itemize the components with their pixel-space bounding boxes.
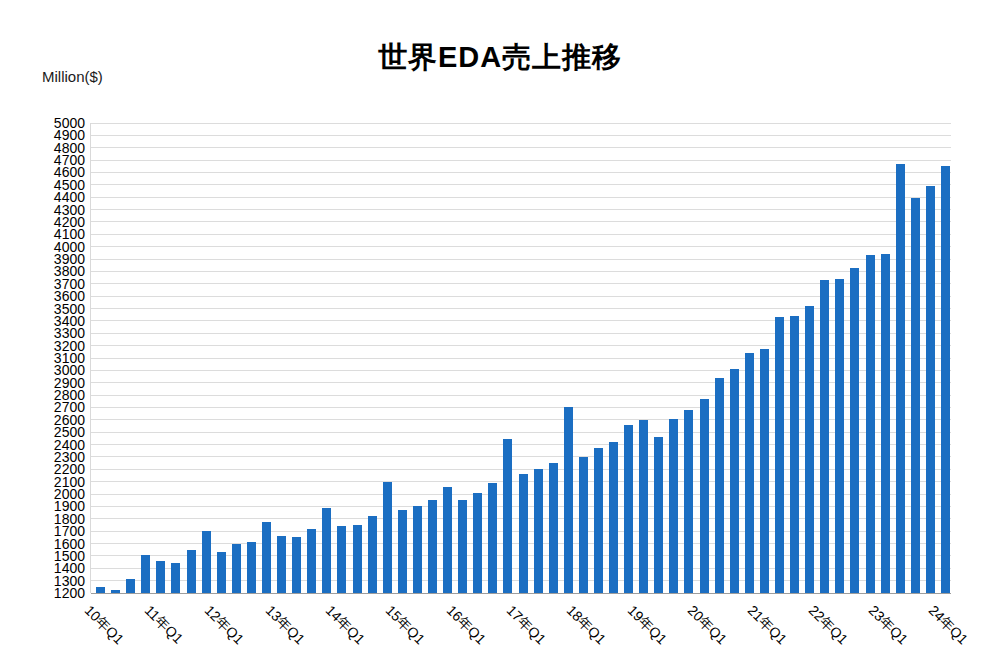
bar-19年Q4 xyxy=(684,410,693,593)
x-axis-line xyxy=(91,593,951,594)
bar-19年Q3 xyxy=(669,419,678,593)
bar-14年Q1 xyxy=(337,526,346,593)
x-tick-label: 12年Q1 xyxy=(201,602,248,649)
bar-24年Q1 xyxy=(941,166,950,593)
bar-14年Q4 xyxy=(383,482,392,593)
bar-23年Q3 xyxy=(911,198,920,593)
bar-10年Q2 xyxy=(111,590,120,593)
x-tick-label: 15年Q1 xyxy=(382,602,429,649)
bar-15年Q1 xyxy=(398,510,407,593)
bar-22年Q3 xyxy=(850,268,859,593)
bar-13年Q1 xyxy=(277,536,286,593)
gridline xyxy=(91,147,951,148)
x-tick-label: 20年Q1 xyxy=(683,602,730,649)
bar-13年Q3 xyxy=(307,529,316,593)
bar-10年Q3 xyxy=(126,579,135,593)
y-tick-label: 5000 xyxy=(29,116,85,130)
gridline xyxy=(91,197,951,198)
gridline xyxy=(91,271,951,272)
bar-23年Q1 xyxy=(881,254,890,593)
bar-12年Q1 xyxy=(217,552,226,593)
gridline xyxy=(91,209,951,210)
bar-15年Q2 xyxy=(413,506,422,593)
x-tick-label: 22年Q1 xyxy=(804,602,851,649)
bar-12年Q2 xyxy=(232,544,241,593)
x-tick-label: 13年Q1 xyxy=(261,602,308,649)
gridline xyxy=(91,259,951,260)
gridline xyxy=(91,234,951,235)
gridline xyxy=(91,184,951,185)
bar-20年Q4 xyxy=(745,353,754,593)
bar-21年Q1 xyxy=(760,349,769,593)
x-tick-label: 19年Q1 xyxy=(623,602,670,649)
bar-14年Q2 xyxy=(353,525,362,593)
x-tick-label: 16年Q1 xyxy=(442,602,489,649)
bar-16年Q3 xyxy=(488,483,497,593)
x-tick-label: 18年Q1 xyxy=(563,602,610,649)
bar-19年Q2 xyxy=(654,437,663,593)
bar-12年Q3 xyxy=(247,542,256,593)
bar-22年Q2 xyxy=(835,279,844,593)
bar-23年Q2 xyxy=(896,164,905,593)
bar-23年Q4 xyxy=(926,186,935,593)
bar-17年Q1 xyxy=(519,474,528,593)
x-tick-label: 10年Q1 xyxy=(80,602,127,649)
bar-20年Q3 xyxy=(730,369,739,593)
bar-20年Q1 xyxy=(700,399,709,593)
bar-chart: 世界EDA売上推移 Million($) 1200130014001500160… xyxy=(0,0,1000,672)
bar-21年Q2 xyxy=(775,317,784,593)
x-tick-label: 11年Q1 xyxy=(140,602,186,648)
bar-18年Q2 xyxy=(594,448,603,593)
bar-11年Q1 xyxy=(156,561,165,593)
bar-13年Q4 xyxy=(322,508,331,593)
gridline xyxy=(91,221,951,222)
chart-title: 世界EDA売上推移 xyxy=(0,38,1000,78)
gridline xyxy=(91,172,951,173)
bar-22年Q1 xyxy=(820,280,829,593)
bar-13年Q2 xyxy=(292,537,301,593)
bar-18年Q4 xyxy=(624,425,633,593)
plot-area: 1200130014001500160017001800190020002100… xyxy=(90,123,951,593)
bar-18年Q1 xyxy=(579,457,588,593)
gridline xyxy=(91,123,951,124)
y-axis-unit-label: Million($) xyxy=(42,68,103,85)
bar-11年Q3 xyxy=(187,550,196,593)
bar-22年Q4 xyxy=(866,255,875,593)
x-tick-label: 17年Q1 xyxy=(502,602,549,649)
bar-19年Q1 xyxy=(639,420,648,593)
bar-10年Q4 xyxy=(141,555,150,593)
bar-21年Q3 xyxy=(790,316,799,593)
bar-15年Q4 xyxy=(443,487,452,593)
bar-17年Q4 xyxy=(564,407,573,593)
bar-10年Q1 xyxy=(96,587,105,593)
bar-11年Q2 xyxy=(171,563,180,593)
bar-18年Q3 xyxy=(609,442,618,593)
gridline xyxy=(91,160,951,161)
bar-20年Q2 xyxy=(715,378,724,593)
bar-17年Q3 xyxy=(549,463,558,593)
x-tick-label: 23年Q1 xyxy=(864,602,911,649)
x-tick-label: 21年Q1 xyxy=(744,602,791,649)
gridline xyxy=(91,246,951,247)
bar-17年Q2 xyxy=(534,469,543,593)
gridline xyxy=(91,135,951,136)
bar-16年Q4 xyxy=(503,439,512,593)
bar-15年Q3 xyxy=(428,500,437,593)
bar-16年Q2 xyxy=(473,493,482,593)
bar-14年Q3 xyxy=(368,516,377,593)
x-tick-label: 24年Q1 xyxy=(925,602,972,649)
bar-16年Q1 xyxy=(458,500,467,593)
x-tick-label: 14年Q1 xyxy=(321,602,368,649)
bar-21年Q4 xyxy=(805,306,814,593)
bar-11年Q4 xyxy=(202,531,211,593)
bar-12年Q4 xyxy=(262,522,271,593)
